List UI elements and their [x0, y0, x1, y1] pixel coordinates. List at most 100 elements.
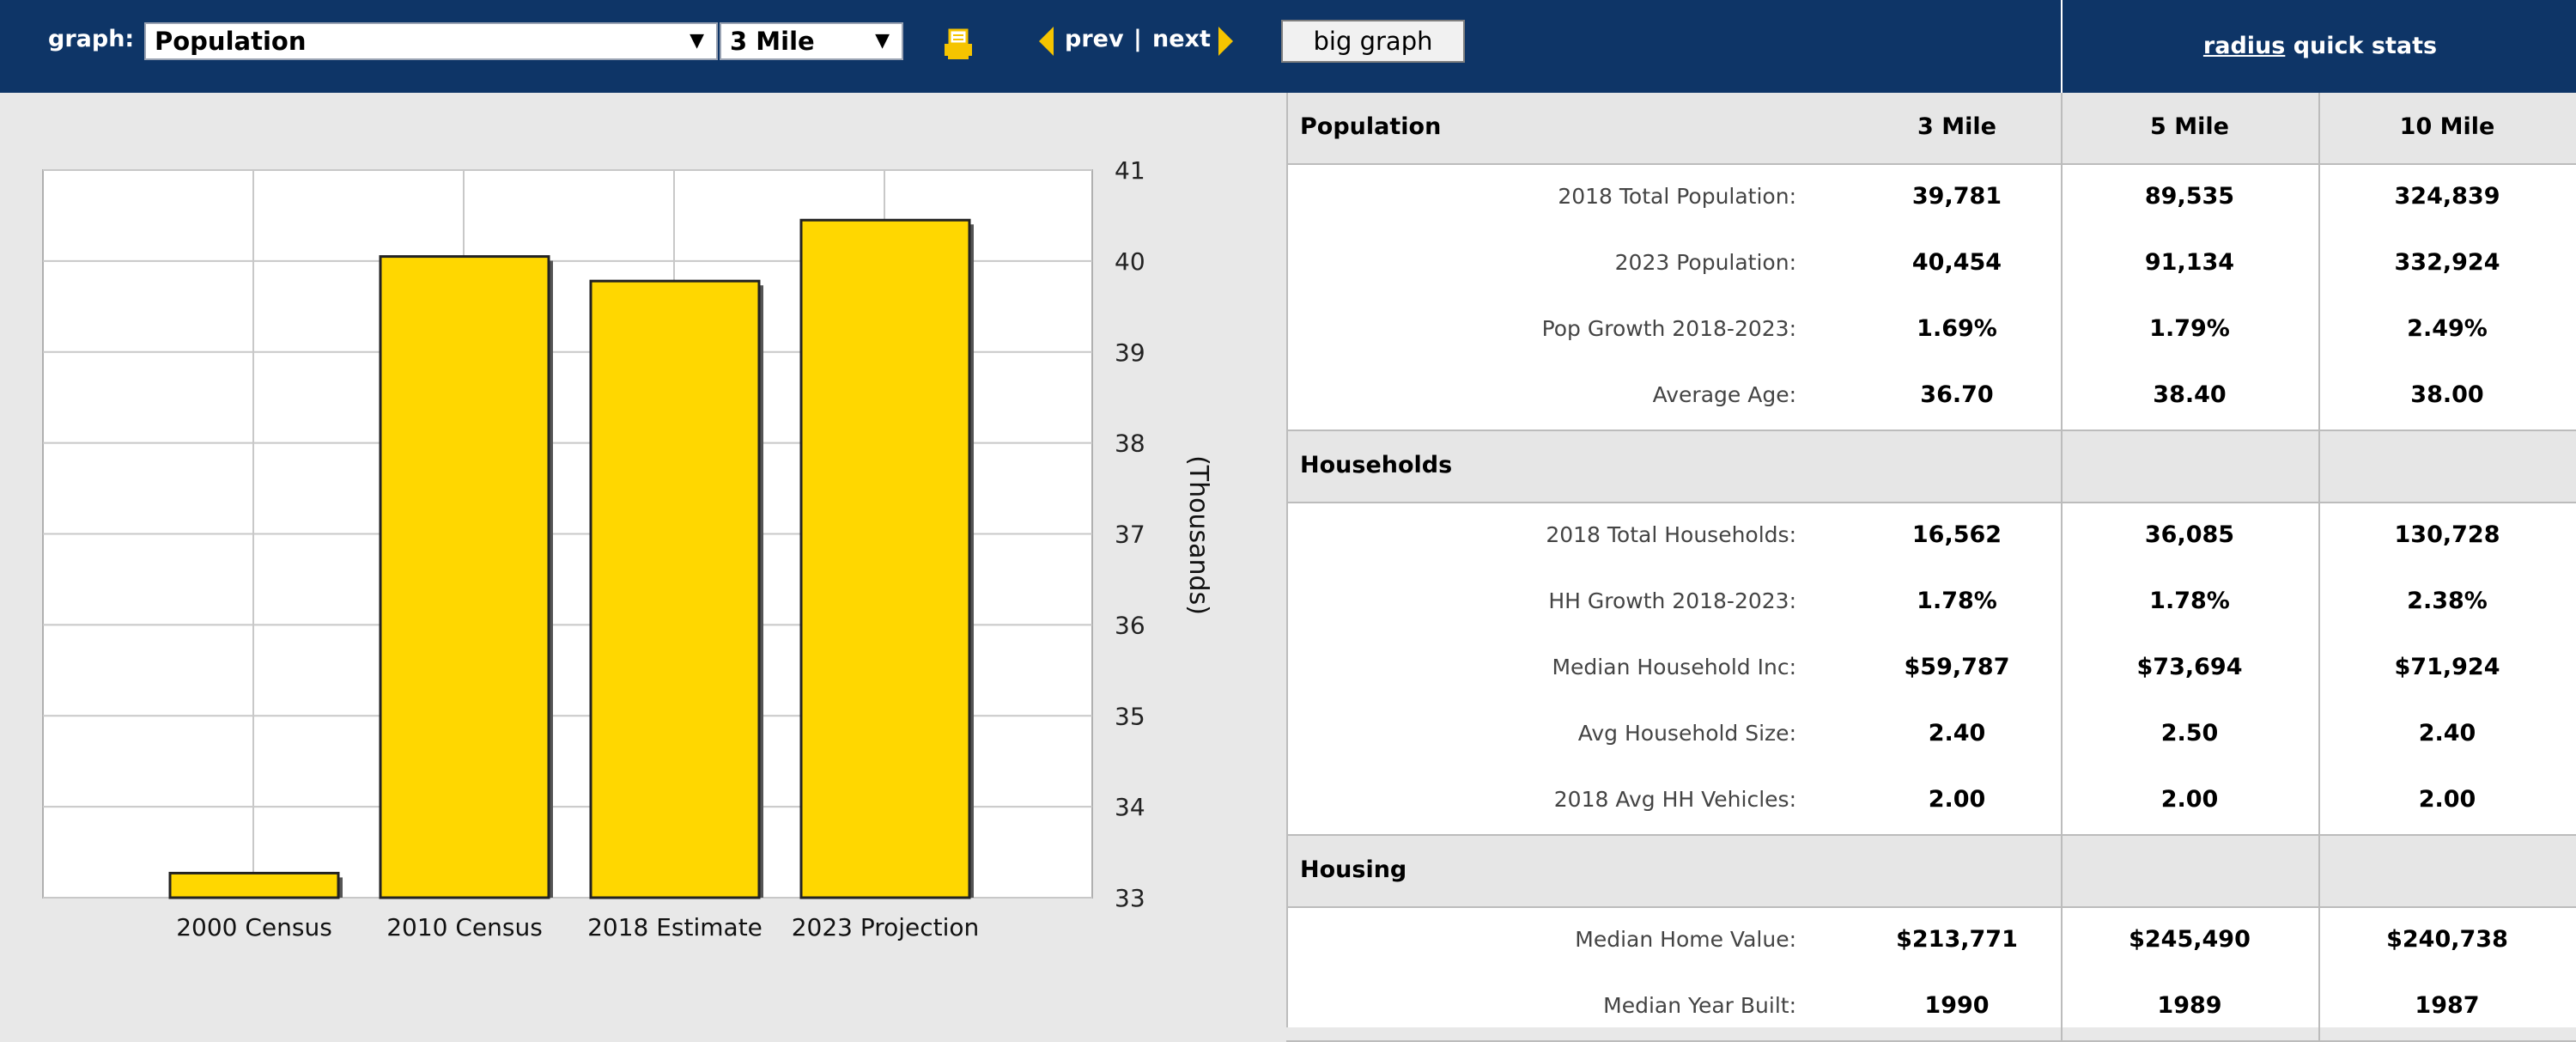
- column-divider: [2318, 836, 2320, 906]
- cell-value: 2.40: [2418, 720, 2476, 746]
- row-label: 2018 Total Households:: [1546, 522, 1796, 547]
- row-label: 2018 Total Population:: [1558, 184, 1796, 209]
- cell-value: 130,728: [2394, 521, 2500, 548]
- column-divider: [2318, 431, 2320, 502]
- cell-value: 2.40: [1928, 720, 1986, 746]
- y-tick-label: 33: [1115, 884, 1145, 912]
- table-row: 2018 Avg HH Vehicles: 2.00 2.00 2.00: [1286, 768, 2576, 834]
- table-row: Median Year Built: 1990 1989 1987: [1286, 974, 2576, 1040]
- column-header: 5 Mile: [2150, 113, 2229, 140]
- cell-value: 40,454: [1911, 249, 2002, 276]
- row-divider: [1286, 430, 2576, 431]
- quick-stats-label: quick stats: [2285, 33, 2438, 59]
- y-axis-label: (Thousands): [1183, 455, 1213, 615]
- row-divider: [1286, 163, 2576, 165]
- big-graph-button[interactable]: big graph: [1281, 20, 1465, 63]
- y-tick-label: 37: [1115, 521, 1145, 549]
- row-label: Avg Household Size:: [1577, 721, 1796, 746]
- column-header: 10 Mile: [2399, 113, 2495, 140]
- cell-value: $245,490: [2129, 926, 2251, 953]
- radius-select-value: 3 Mile: [730, 27, 815, 56]
- prev-arrow-icon[interactable]: [1039, 27, 1054, 56]
- table-row: HH Growth 2018-2023: 1.78% 1.78% 2.38%: [1286, 570, 2576, 636]
- cell-value: 39,781: [1911, 183, 2002, 210]
- y-tick-label: 41: [1115, 156, 1145, 185]
- y-tick-label: 38: [1115, 430, 1145, 458]
- cell-value: 89,535: [2144, 183, 2235, 210]
- column-header: 3 Mile: [1917, 113, 1996, 140]
- population-chart: 33 34 35 36 37 38 39 40 41 2000 Census 2010 Census…: [42, 156, 1213, 941]
- column-divider: [2318, 93, 2320, 163]
- column-divider: [2061, 503, 2063, 836]
- row-label: Median Home Value:: [1575, 927, 1796, 952]
- x-tick-label: 2000 Census: [176, 913, 332, 941]
- cell-value: 91,134: [2144, 249, 2235, 276]
- row-label: Median Household Inc:: [1552, 655, 1796, 679]
- cell-value: 2.49%: [2407, 315, 2488, 342]
- column-divider: [2061, 908, 2063, 1042]
- graph-select-value: Population: [155, 27, 307, 56]
- next-link[interactable]: next: [1152, 26, 1211, 52]
- cell-value: 1.78%: [2149, 588, 2230, 614]
- column-divider: [2061, 93, 2063, 163]
- row-label: Average Age:: [1652, 382, 1796, 407]
- cell-value: $71,924: [2394, 654, 2500, 680]
- column-divider: [2061, 431, 2063, 502]
- x-tick-label: 2018 Estimate: [587, 913, 762, 941]
- cell-value: 2.00: [2160, 786, 2219, 813]
- column-divider: [2061, 836, 2063, 906]
- cell-value: 1.78%: [1917, 588, 1997, 614]
- y-tick-label: 35: [1115, 702, 1145, 730]
- row-label: Pop Growth 2018-2023:: [1541, 316, 1796, 341]
- cell-value: 38.00: [2410, 381, 2484, 408]
- next-arrow-icon[interactable]: [1218, 27, 1233, 56]
- nav-separator: |: [1133, 26, 1142, 52]
- cell-value: 36.70: [1920, 381, 1994, 408]
- table-row: 2018 Total Population: 39,781 89,535 324,83…: [1286, 165, 2576, 231]
- section-name: Housing: [1300, 856, 1407, 883]
- table-row: 2023 Population: 40,454 91,134 332,924: [1286, 231, 2576, 297]
- cell-value: 2.00: [1928, 786, 1986, 813]
- graph-label: graph:: [48, 26, 135, 52]
- cell-value: 1.69%: [1917, 315, 1997, 342]
- y-tick-label: 34: [1115, 793, 1145, 821]
- y-tick-label: 36: [1115, 611, 1145, 639]
- cell-value: 38.40: [2153, 381, 2227, 408]
- cell-value: 332,924: [2394, 249, 2500, 276]
- bar: [589, 279, 761, 899]
- y-tick-label: 40: [1115, 247, 1145, 276]
- chevron-down-icon: ▼: [690, 30, 704, 52]
- table-row: 2018 Total Households: 16,562 36,085 130,72…: [1286, 503, 2576, 570]
- cell-value: 1.79%: [2149, 315, 2230, 342]
- radius-select[interactable]: 3 Mile ▼: [720, 22, 903, 60]
- table-row: Pop Growth 2018-2023: 1.69% 1.79% 2.49%: [1286, 297, 2576, 363]
- x-tick-label: 2023 Projection: [792, 913, 980, 941]
- cell-value: $59,787: [1904, 654, 2010, 680]
- cell-value: $213,771: [1896, 926, 2018, 953]
- table-row: Median Household Inc: $59,787 $73,694 $71,9…: [1286, 636, 2576, 702]
- column-divider: [2318, 908, 2320, 1042]
- graph-select[interactable]: Population ▼: [144, 22, 718, 60]
- section-name: Households: [1300, 452, 1453, 478]
- print-icon[interactable]: [943, 28, 974, 61]
- row-label: Median Year Built:: [1603, 993, 1796, 1018]
- cell-value: 2.00: [2418, 786, 2476, 813]
- row-label: HH Growth 2018-2023:: [1548, 588, 1796, 613]
- bar: [168, 871, 340, 899]
- prev-link[interactable]: prev: [1065, 26, 1124, 52]
- cell-value: 324,839: [2394, 183, 2500, 210]
- column-divider: [1286, 93, 1288, 1027]
- section-header: Population 3 Mile 5 Mile 10 Mile: [1286, 93, 2576, 163]
- header-divider: [2061, 0, 2063, 93]
- cell-value: 1989: [2157, 992, 2222, 1019]
- cell-value: 1990: [1924, 992, 1990, 1019]
- row-label: 2023 Population:: [1614, 250, 1796, 275]
- section-header: Housing: [1286, 836, 2576, 906]
- radius-link[interactable]: radius: [2202, 33, 2286, 59]
- quick-stats-table: Population 3 Mile 5 Mile 10 Mile 2018 Total …: [1286, 93, 2576, 1042]
- row-label: 2018 Avg HH Vehicles:: [1553, 787, 1796, 812]
- table-row: Avg Household Size: 2.40 2.50 2.40: [1286, 702, 2576, 768]
- bar: [379, 255, 550, 899]
- cell-value: 2.38%: [2407, 588, 2488, 614]
- cell-value: 2.50: [2160, 720, 2219, 746]
